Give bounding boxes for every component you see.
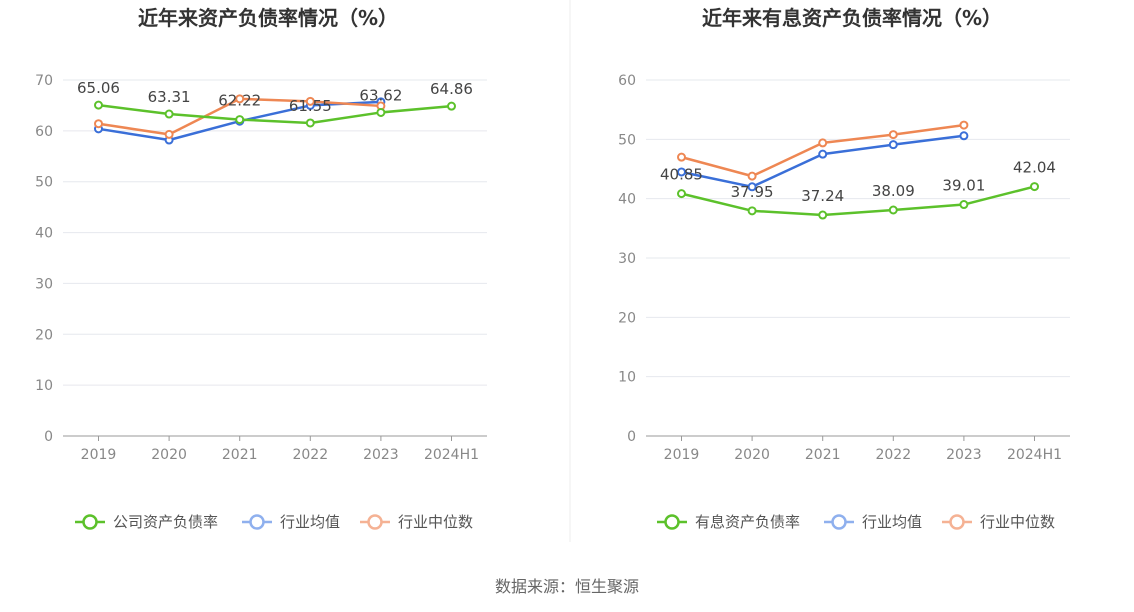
data-label: 39.01 (942, 177, 985, 195)
y-tick-label: 50 (35, 175, 53, 191)
data-point (888, 205, 898, 215)
chart-title: 近年来有息资产负债率情况（%） (702, 6, 1002, 30)
y-tick-label: 0 (627, 429, 636, 445)
x-tick-label: 2022 (292, 447, 328, 463)
data-point (818, 149, 828, 159)
data-label: 62.22 (218, 92, 261, 110)
legend-swatch-marker (831, 514, 847, 530)
x-tick-label: 2023 (363, 447, 399, 463)
y-tick-label: 60 (618, 73, 636, 89)
legend-swatch-marker (367, 514, 383, 530)
data-label: 37.95 (731, 183, 774, 201)
legend-swatch-marker (249, 514, 265, 530)
data-point (1030, 182, 1039, 192)
data-point (959, 200, 969, 210)
series-line-0 (98, 103, 452, 125)
x-tick-label: 2021 (805, 447, 841, 463)
data-point (376, 107, 386, 117)
y-tick-label: 30 (35, 276, 53, 292)
y-tick-label: 70 (35, 73, 53, 89)
legend-label: 公司资产负债率 (113, 513, 218, 531)
legend-label: 行业均值 (280, 513, 340, 531)
y-tick-label: 10 (35, 378, 53, 394)
data-label: 42.04 (1013, 159, 1056, 177)
y-tick-label: 0 (44, 429, 53, 445)
data-point (818, 138, 828, 148)
data-label: 63.31 (148, 88, 191, 106)
data-label: 40.85 (660, 166, 703, 184)
legend-label: 行业中位数 (980, 513, 1055, 531)
x-tick-label: 2023 (946, 447, 982, 463)
x-tick-label: 2020 (151, 447, 187, 463)
data-point (305, 96, 315, 106)
data-point (447, 101, 456, 111)
y-tick-label: 50 (618, 132, 636, 148)
data-point (164, 109, 174, 119)
y-tick-label: 20 (618, 310, 636, 326)
chart-interest-bearing-debt-ratio: 近年来有息资产负债率情况（%） 0 10 20 30 40 50 60 2019 2020 2021… (618, 6, 1070, 531)
legend-label: 行业中位数 (398, 513, 473, 531)
y-tick-label: 40 (618, 192, 636, 208)
x-tick-label: 2022 (875, 447, 911, 463)
source-note: 数据来源：恒生聚源 (495, 577, 639, 596)
x-tick-label: 2020 (734, 447, 770, 463)
x-tick-label: 2021 (222, 447, 258, 463)
y-tick-label: 40 (35, 226, 53, 242)
data-point (747, 171, 757, 181)
x-tick-label: 2024H1 (424, 447, 479, 463)
x-tick-label: 2019 (81, 447, 117, 463)
legend-swatch-marker (664, 514, 680, 530)
legend-label: 有息资产负债率 (695, 513, 800, 531)
data-point (235, 94, 245, 104)
x-tick-label: 2024H1 (1007, 447, 1062, 463)
data-point (959, 120, 969, 130)
chart-title: 近年来资产负债率情况（%） (138, 6, 398, 30)
y-tick-label: 30 (618, 251, 636, 267)
data-point (747, 182, 757, 192)
x-tick-label: 2019 (664, 447, 700, 463)
data-point (164, 129, 174, 139)
data-point (677, 152, 686, 162)
series-line-0 (681, 185, 1035, 217)
data-point (94, 100, 103, 110)
data-label: 65.06 (77, 79, 120, 97)
data-point (305, 118, 315, 128)
legend-swatch-marker (82, 514, 98, 530)
legend-swatch-marker (949, 514, 965, 530)
data-point (235, 115, 245, 125)
legend-label: 行业均值 (862, 513, 922, 531)
data-point (888, 140, 898, 150)
data-point (94, 119, 103, 129)
data-label: 63.62 (359, 86, 402, 104)
data-label: 61.55 (289, 97, 332, 115)
data-label: 38.09 (872, 182, 915, 200)
data-point (677, 189, 686, 199)
data-point (747, 206, 757, 216)
data-label: 64.86 (430, 80, 473, 98)
y-tick-label: 60 (35, 124, 53, 140)
data-point (959, 131, 969, 141)
data-point (677, 167, 686, 177)
y-tick-label: 20 (35, 327, 53, 343)
data-label: 37.24 (801, 187, 844, 205)
y-tick-label: 10 (618, 370, 636, 386)
data-point (818, 210, 828, 220)
data-point (888, 130, 898, 140)
chart-debt-ratio: 近年来资产负债率情况（%） 0 10 20 30 40 50 60 70 2019 2020 2021… (35, 6, 487, 531)
